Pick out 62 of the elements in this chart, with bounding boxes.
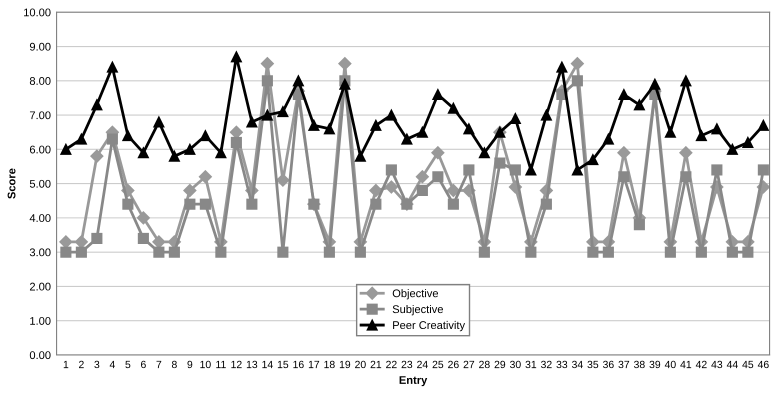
x-tick-label: 30	[510, 360, 521, 368]
y-tick-label: 2.00	[30, 282, 51, 291]
x-tick-label: 13	[246, 360, 258, 368]
x-tick-label: 42	[696, 360, 707, 368]
x-tick-label: 39	[649, 360, 660, 368]
legend-label: Subjective	[392, 304, 443, 316]
x-tick-label: 20	[355, 360, 366, 368]
x-tick-label: 46	[758, 360, 769, 368]
x-tick-label: 21	[370, 360, 382, 368]
x-axis-title: Entry	[400, 376, 428, 386]
x-tick-label: 2	[79, 360, 84, 368]
x-tick-label: 18	[324, 360, 335, 368]
y-tick-label: 4.00	[30, 214, 51, 222]
x-tick-label: 15	[278, 360, 288, 368]
x-tick-label: 17	[308, 360, 320, 368]
x-tick-label: 16	[293, 360, 304, 368]
x-tick-label: 32	[540, 360, 552, 368]
y-tick-label: 9.00	[30, 42, 51, 51]
x-tick-label: 19	[340, 360, 350, 368]
x-tick-label: 1	[64, 360, 68, 368]
x-tick-label: 38	[634, 360, 645, 368]
x-tick-label: 24	[417, 360, 428, 368]
x-tick-label: 43	[711, 360, 722, 368]
x-tick-label: 40	[664, 360, 676, 368]
x-tick-label: 7	[156, 360, 162, 368]
y-tick-label: 10.00	[24, 8, 51, 16]
y-tick-label: 7.00	[30, 111, 51, 120]
x-tick-label: 29	[494, 360, 506, 368]
x-tick-label: 37	[618, 360, 630, 368]
x-tick-label: 14	[262, 360, 273, 368]
x-tick-label: 44	[726, 360, 738, 368]
x-tick-label: 28	[479, 360, 490, 368]
x-tick-label: 25	[432, 360, 444, 368]
x-tick-label: 27	[464, 360, 474, 368]
x-tick-label: 11	[216, 360, 226, 368]
y-tick-label: 6.00	[30, 146, 51, 154]
y-tick-label: 8.00	[30, 77, 51, 85]
x-tick-label: 3	[94, 360, 100, 368]
x-tick-label: 35	[587, 360, 598, 368]
x-tick-label: 34	[572, 360, 583, 368]
legend-label: Objective	[392, 289, 438, 300]
x-tick-label: 41	[680, 360, 692, 368]
x-tick-label: 12	[231, 360, 242, 368]
x-tick-label: 45	[742, 360, 754, 368]
x-tick-label: 22	[386, 360, 397, 368]
x-tick-label: 31	[525, 360, 536, 368]
y-tick-label: 0.00	[30, 351, 51, 360]
x-tick-label: 36	[602, 360, 614, 368]
legend-label: Peer Creativity	[393, 320, 466, 332]
x-tick-label: 4	[110, 360, 115, 368]
x-tick-label: 9	[187, 360, 192, 368]
y-tick-label: 1.00	[30, 316, 51, 325]
y-axis-title: Score	[8, 168, 16, 199]
x-tick-label: 33	[556, 360, 568, 368]
x-tick-label: 5	[125, 360, 130, 368]
x-tick-label: 23	[402, 360, 412, 368]
x-tick-label: 26	[448, 360, 459, 368]
y-tick-label: 5.00	[30, 180, 51, 188]
x-tick-label: 8	[172, 360, 177, 368]
x-tick-label: 10	[200, 360, 211, 368]
y-tick-label: 3.00	[30, 248, 51, 256]
x-tick-label: 6	[141, 360, 146, 368]
